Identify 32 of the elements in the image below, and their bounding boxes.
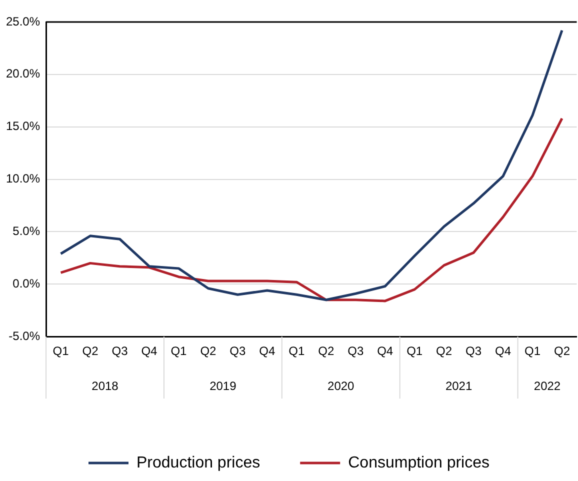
y-tick-label: -5.0% bbox=[8, 328, 40, 343]
text: 2020 bbox=[328, 378, 355, 393]
x-tick-label: Q4 bbox=[495, 344, 512, 358]
x-tick-label: Q3 bbox=[230, 344, 246, 358]
x-tick-label: Q1 bbox=[170, 344, 188, 358]
x-tick-label: Q2 bbox=[554, 344, 570, 358]
x-tick-label: Q2 bbox=[82, 344, 99, 358]
y-tick-label: 10.0% bbox=[6, 172, 40, 186]
y-tick-label: 20.0% bbox=[6, 66, 40, 81]
x-tick-label: Q1 bbox=[406, 344, 423, 358]
y-tick-label: 0.0% bbox=[12, 276, 40, 290]
x-tick-label: Q4 bbox=[377, 344, 394, 358]
y-tick-label: 15.0% bbox=[6, 119, 40, 134]
legend-label: Consumption prices bbox=[348, 454, 490, 472]
text: 2021 bbox=[445, 378, 472, 393]
x-tick-label: Q2 bbox=[318, 344, 334, 358]
x-tick-label: Q1 bbox=[288, 344, 305, 358]
text: 2022 bbox=[534, 378, 561, 393]
legend-label: Production prices bbox=[136, 454, 260, 472]
x-tick-label: Q3 bbox=[112, 344, 128, 358]
x-tick-label: Q1 bbox=[524, 344, 541, 358]
x-tick-label: Q2 bbox=[436, 344, 452, 358]
y-tick-label: 5.0% bbox=[12, 224, 40, 238]
x-tick-label: Q1 bbox=[52, 344, 70, 358]
x-tick-label: Q4 bbox=[259, 344, 276, 358]
text: 2019 bbox=[210, 378, 237, 393]
y-tick-label: 25.0% bbox=[6, 14, 40, 28]
text: 2018 bbox=[92, 378, 119, 393]
x-tick-label: Q2 bbox=[200, 344, 217, 358]
x-tick-label: Q3 bbox=[466, 344, 482, 358]
x-tick-label: Q3 bbox=[348, 344, 364, 358]
x-tick-label: Q4 bbox=[141, 344, 158, 358]
